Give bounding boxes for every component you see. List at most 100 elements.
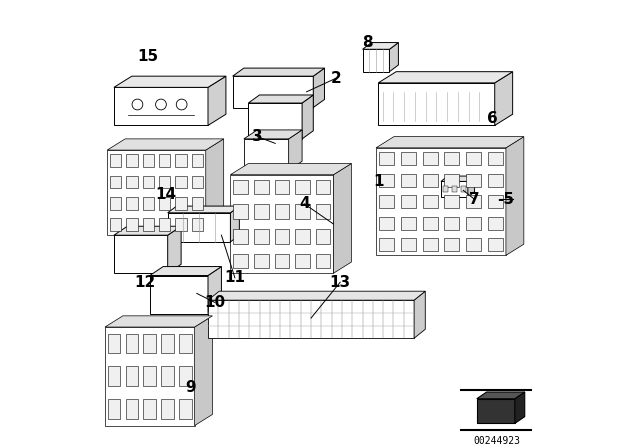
Polygon shape bbox=[295, 180, 310, 194]
Polygon shape bbox=[108, 139, 224, 150]
Polygon shape bbox=[105, 316, 212, 327]
Polygon shape bbox=[179, 399, 192, 419]
Polygon shape bbox=[143, 218, 154, 231]
Polygon shape bbox=[506, 137, 524, 255]
Polygon shape bbox=[466, 195, 481, 208]
Polygon shape bbox=[444, 152, 460, 165]
Polygon shape bbox=[143, 197, 154, 210]
Polygon shape bbox=[275, 229, 289, 244]
Polygon shape bbox=[275, 204, 289, 219]
Polygon shape bbox=[295, 254, 310, 268]
Polygon shape bbox=[376, 148, 506, 255]
Polygon shape bbox=[422, 152, 438, 165]
Polygon shape bbox=[143, 399, 156, 419]
Circle shape bbox=[132, 99, 143, 110]
Polygon shape bbox=[108, 334, 120, 353]
Polygon shape bbox=[295, 204, 310, 219]
Polygon shape bbox=[168, 213, 230, 242]
Polygon shape bbox=[254, 254, 269, 268]
Circle shape bbox=[156, 99, 166, 110]
Text: 1: 1 bbox=[373, 174, 383, 189]
Polygon shape bbox=[108, 399, 120, 419]
Text: -5: -5 bbox=[497, 192, 515, 207]
Text: 10: 10 bbox=[204, 295, 225, 310]
Polygon shape bbox=[109, 218, 121, 231]
Polygon shape bbox=[414, 291, 425, 338]
Polygon shape bbox=[376, 137, 524, 148]
Polygon shape bbox=[380, 152, 394, 165]
Polygon shape bbox=[192, 218, 204, 231]
Polygon shape bbox=[422, 174, 438, 186]
Polygon shape bbox=[488, 217, 502, 229]
Polygon shape bbox=[495, 72, 513, 125]
Polygon shape bbox=[126, 197, 138, 210]
Polygon shape bbox=[208, 76, 226, 125]
Polygon shape bbox=[234, 204, 248, 219]
Polygon shape bbox=[161, 399, 174, 419]
Polygon shape bbox=[234, 229, 248, 244]
Text: 8: 8 bbox=[362, 35, 372, 50]
Polygon shape bbox=[168, 226, 181, 273]
Polygon shape bbox=[488, 238, 502, 251]
Polygon shape bbox=[168, 206, 239, 213]
Polygon shape bbox=[389, 43, 398, 72]
Polygon shape bbox=[466, 238, 481, 251]
Polygon shape bbox=[444, 174, 460, 186]
Polygon shape bbox=[126, 155, 138, 167]
Polygon shape bbox=[441, 181, 468, 197]
Polygon shape bbox=[175, 218, 187, 231]
Polygon shape bbox=[109, 155, 121, 167]
Polygon shape bbox=[466, 152, 481, 165]
Polygon shape bbox=[275, 180, 289, 194]
Polygon shape bbox=[233, 76, 314, 108]
Polygon shape bbox=[422, 238, 438, 251]
Polygon shape bbox=[150, 276, 208, 314]
Text: 12: 12 bbox=[134, 275, 156, 290]
Polygon shape bbox=[422, 217, 438, 229]
Polygon shape bbox=[422, 195, 438, 208]
Polygon shape bbox=[208, 267, 221, 314]
Polygon shape bbox=[159, 155, 170, 167]
Text: 9: 9 bbox=[185, 380, 195, 395]
Polygon shape bbox=[316, 254, 330, 268]
Polygon shape bbox=[143, 155, 154, 167]
Polygon shape bbox=[230, 175, 333, 273]
Polygon shape bbox=[109, 197, 121, 210]
Polygon shape bbox=[380, 195, 394, 208]
Polygon shape bbox=[248, 95, 314, 103]
Polygon shape bbox=[401, 195, 416, 208]
Polygon shape bbox=[195, 316, 212, 426]
Polygon shape bbox=[468, 176, 475, 197]
Text: 11: 11 bbox=[225, 270, 245, 285]
Polygon shape bbox=[125, 399, 138, 419]
Polygon shape bbox=[109, 176, 121, 189]
Polygon shape bbox=[108, 150, 206, 235]
Polygon shape bbox=[175, 197, 187, 210]
Circle shape bbox=[176, 99, 187, 110]
Polygon shape bbox=[114, 87, 208, 125]
Polygon shape bbox=[126, 176, 138, 189]
Polygon shape bbox=[295, 229, 310, 244]
Polygon shape bbox=[192, 197, 204, 210]
Polygon shape bbox=[179, 366, 192, 386]
Polygon shape bbox=[125, 334, 138, 353]
Polygon shape bbox=[179, 334, 192, 353]
Polygon shape bbox=[161, 334, 174, 353]
Text: 7: 7 bbox=[469, 192, 480, 207]
Text: 6: 6 bbox=[487, 111, 498, 126]
Polygon shape bbox=[230, 206, 239, 242]
Polygon shape bbox=[477, 399, 515, 423]
Polygon shape bbox=[401, 174, 416, 186]
Polygon shape bbox=[488, 174, 502, 186]
Polygon shape bbox=[208, 291, 425, 300]
Polygon shape bbox=[316, 204, 330, 219]
Polygon shape bbox=[380, 174, 394, 186]
Polygon shape bbox=[233, 68, 324, 76]
Polygon shape bbox=[444, 195, 460, 208]
Polygon shape bbox=[401, 152, 416, 165]
Polygon shape bbox=[401, 217, 416, 229]
Polygon shape bbox=[192, 155, 204, 167]
Polygon shape bbox=[275, 254, 289, 268]
Polygon shape bbox=[254, 229, 269, 244]
Polygon shape bbox=[114, 226, 181, 235]
